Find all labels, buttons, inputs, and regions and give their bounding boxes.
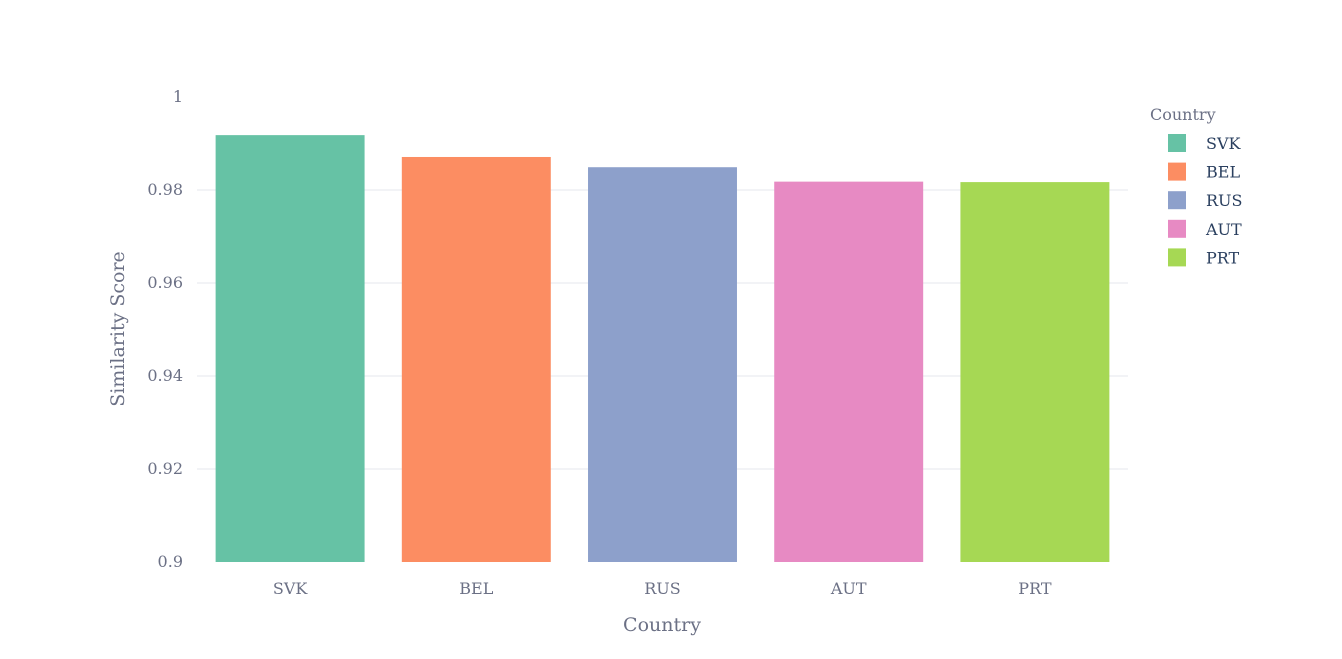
legend-swatch	[1168, 162, 1186, 181]
legend-label: SVK	[1206, 134, 1242, 153]
x-axis-title: Country	[623, 614, 701, 636]
y-axis-title: Similarity Score	[107, 251, 129, 407]
legend-swatch	[1168, 248, 1186, 267]
x-tick-label: RUS	[644, 579, 681, 598]
legend-title: Country	[1150, 105, 1216, 124]
legend-swatch	[1168, 219, 1186, 238]
legend-label: RUS	[1206, 191, 1243, 210]
x-tick-label: AUT	[830, 579, 867, 598]
bar-svk	[215, 135, 365, 562]
y-tick-label: 1	[173, 87, 183, 106]
y-axis-ticks: 0.9 0.92 0.94 0.96 0.98 1	[147, 87, 183, 571]
bar-rus	[588, 167, 737, 562]
x-tick-label: SVK	[273, 579, 309, 598]
legend-label: BEL	[1206, 163, 1240, 182]
bar-prt	[960, 182, 1110, 562]
x-tick-label: PRT	[1018, 579, 1052, 598]
x-axis-ticks: SVK BEL RUS AUT PRT	[273, 579, 1052, 598]
legend-swatch	[1168, 191, 1186, 210]
y-tick-label: 0.9	[158, 552, 183, 571]
y-tick-label: 0.96	[147, 273, 183, 292]
y-tick-label: 0.98	[147, 180, 183, 199]
legend-swatch	[1168, 134, 1186, 152]
y-tick-label: 0.92	[147, 459, 183, 478]
legend-label: AUT	[1205, 220, 1242, 239]
bar-bel	[401, 156, 551, 563]
x-tick-label: BEL	[459, 579, 493, 598]
y-tick-label: 0.94	[147, 366, 183, 385]
legend: Country SVK BEL RUS AUT PRT	[1150, 105, 1243, 267]
legend-label: PRT	[1206, 248, 1240, 267]
bars	[215, 135, 1110, 563]
bar-aut	[774, 181, 924, 562]
legend-items: SVK BEL RUS AUT PRT	[1168, 134, 1243, 267]
